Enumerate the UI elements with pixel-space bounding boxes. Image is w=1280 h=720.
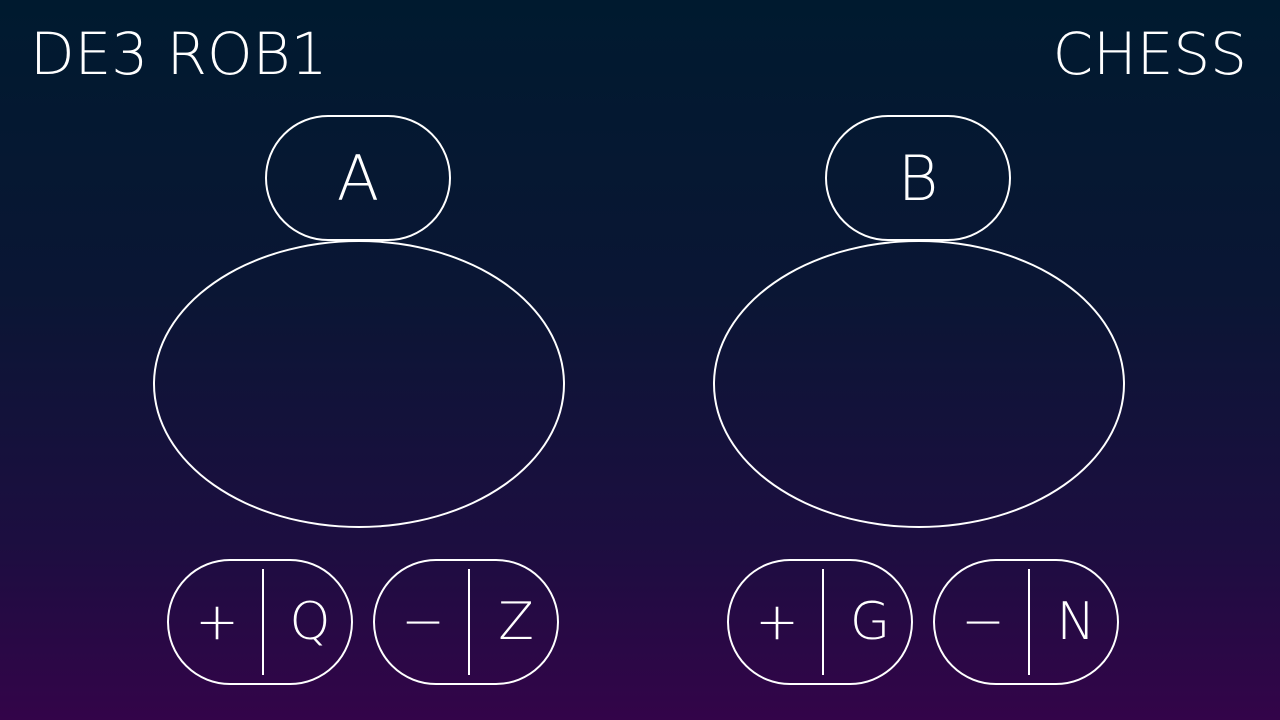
player-b-decrement-button[interactable]: − N (933, 559, 1119, 685)
plus-icon: + (195, 592, 239, 652)
player-b-badge: B (825, 115, 1011, 241)
decrement-key-label: Z (498, 592, 534, 652)
player-a-label: A (336, 141, 380, 215)
decrement-key-label: N (1056, 592, 1096, 652)
key-divider (1028, 569, 1030, 675)
player-a-badge: A (265, 115, 451, 241)
player-a-increment-button[interactable]: + Q (167, 559, 353, 685)
header-right-title: CHESS (1052, 20, 1247, 88)
player-a-score-panel (153, 240, 565, 528)
player-a-decrement-button[interactable]: − Z (373, 559, 559, 685)
key-divider (822, 569, 824, 675)
player-b-increment-button[interactable]: + G (727, 559, 913, 685)
header-left-title: DE3 ROB1 (30, 20, 328, 88)
minus-icon: − (961, 592, 1005, 652)
player-b-label: B (897, 141, 939, 215)
key-divider (262, 569, 264, 675)
key-divider (468, 569, 470, 675)
player-b-score-panel (713, 240, 1125, 528)
increment-key-label: G (849, 592, 891, 652)
plus-icon: + (755, 592, 799, 652)
increment-key-label: Q (289, 592, 331, 652)
minus-icon: − (401, 592, 445, 652)
